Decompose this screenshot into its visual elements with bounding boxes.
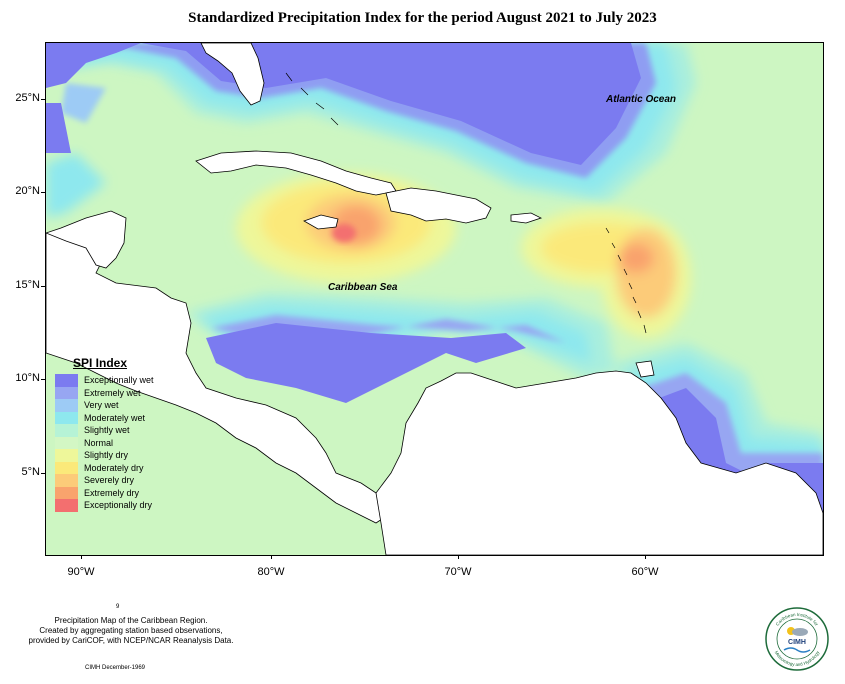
lat-label-20n: 20°N xyxy=(15,185,40,197)
logo-text: CIMH xyxy=(788,639,806,646)
spi-legend: SPI Index Exceptionally wet Extremely wet… xyxy=(55,356,154,512)
footnote-mark: 9 xyxy=(116,604,120,610)
legend-label: Moderately wet xyxy=(84,412,146,423)
legend-swatch xyxy=(55,449,78,462)
footnote: 9 Precipitation Map of the Caribbean Reg… xyxy=(0,604,262,646)
lon-tick xyxy=(458,555,459,559)
legend-label: Slightly dry xyxy=(84,450,129,461)
credit-text: CIMH December-1969 xyxy=(85,665,146,671)
legend-item: Severely dry xyxy=(55,474,154,487)
caribbean-sea-label: Caribbean Sea xyxy=(328,282,398,293)
hispaniola xyxy=(385,187,492,224)
legend-item: Extremely dry xyxy=(55,486,154,499)
legend-swatch xyxy=(55,399,78,412)
map-title: Standardized Precipitation Index for the… xyxy=(188,10,657,26)
legend-label: Slightly wet xyxy=(84,425,130,436)
lat-label-5n: 5°N xyxy=(21,466,40,478)
exceptionally-dry-zone xyxy=(332,224,356,242)
legend-items: Exceptionally wet Extremely wet Very wet Mo… xyxy=(55,374,154,512)
legend-label: Extremely dry xyxy=(84,487,140,498)
legend-item: Moderately dry xyxy=(55,461,154,474)
cloud-icon xyxy=(792,628,808,636)
south-america xyxy=(375,370,823,555)
lat-tick xyxy=(41,473,45,474)
lat-label-15n: 15°N xyxy=(15,279,40,291)
lon-label-60w: 60°W xyxy=(631,566,659,578)
lat-tick xyxy=(41,286,45,287)
legend-item: Very wet xyxy=(55,399,154,412)
island-outlines xyxy=(285,72,647,334)
wave-icon xyxy=(783,647,811,653)
lon-label-70w: 70°W xyxy=(444,566,472,578)
jamaica xyxy=(303,214,339,230)
lon-tick xyxy=(271,555,272,559)
legend-label: Extremely wet xyxy=(84,387,141,398)
lat-tick xyxy=(41,99,45,100)
lon-tick xyxy=(645,555,646,559)
legend-swatch xyxy=(55,436,78,449)
lat-tick xyxy=(41,379,45,380)
florida xyxy=(200,43,265,106)
map-area: Atlantic Ocean Caribbean Sea xyxy=(45,42,824,556)
yucatan xyxy=(46,210,127,269)
legend-label: Exceptionally wet xyxy=(84,375,154,386)
puerto-rico xyxy=(510,212,543,224)
footnote-line-1: Precipitation Map of the Caribbean Regio… xyxy=(54,616,208,625)
legend-swatch xyxy=(55,411,78,424)
legend-swatch xyxy=(55,474,78,487)
legend-swatch xyxy=(55,499,78,512)
legend-swatch xyxy=(55,461,78,474)
legend-label: Exceptionally dry xyxy=(84,500,153,511)
legend-swatch xyxy=(55,424,78,437)
legend-label: Severely dry xyxy=(84,475,135,486)
spi-map xyxy=(46,43,823,555)
legend-item: Slightly dry xyxy=(55,449,154,462)
lat-label-10n: 10°N xyxy=(15,372,40,384)
cimh-logo: Caribbean Institute for Meteorology and … xyxy=(765,607,829,671)
footnote-line-3: provided by CariCOF, with NCEP/NCAR Rean… xyxy=(28,636,234,645)
legend-swatch xyxy=(55,486,78,499)
legend-swatch xyxy=(55,386,78,399)
land-masses xyxy=(46,43,823,555)
lon-tick xyxy=(81,555,82,559)
legend-label: Very wet xyxy=(84,400,119,411)
lat-label-25n: 25°N xyxy=(15,92,40,104)
legend-item: Exceptionally wet xyxy=(55,374,154,387)
legend-title: SPI Index xyxy=(73,356,128,370)
legend-label: Normal xyxy=(84,437,114,448)
lon-label-90w: 90°W xyxy=(67,566,95,578)
legend-label: Moderately dry xyxy=(84,462,144,473)
lon-label-80w: 80°W xyxy=(257,566,285,578)
footnote-line-2: Created by aggregating station based obs… xyxy=(39,626,223,635)
legend-swatch xyxy=(55,374,78,387)
legend-item: Extremely wet xyxy=(55,386,154,399)
legend-item: Slightly wet xyxy=(55,424,154,437)
legend-item: Moderately wet xyxy=(55,411,154,424)
atlantic-ocean-label: Atlantic Ocean xyxy=(606,94,677,105)
trinidad xyxy=(635,360,655,378)
lat-tick xyxy=(41,192,45,193)
legend-item: Normal xyxy=(55,436,154,449)
legend-item: Exceptionally dry xyxy=(55,499,154,512)
